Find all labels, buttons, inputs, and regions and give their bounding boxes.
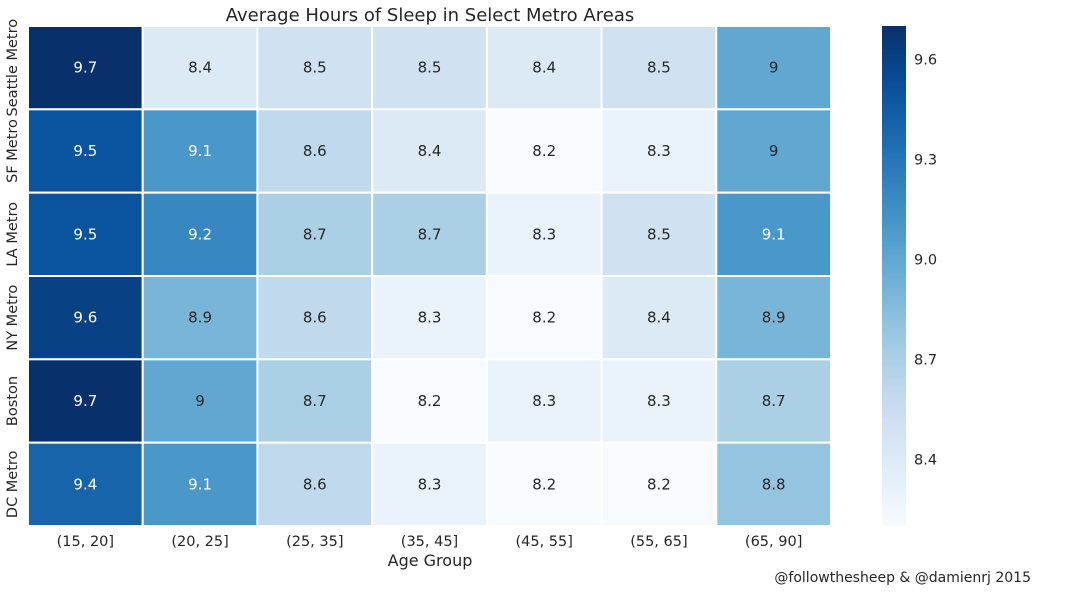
cell-value-label: 8.3 <box>418 475 442 493</box>
cell-value-label: 8.2 <box>647 475 671 493</box>
cell-value-label: 8.5 <box>303 59 327 77</box>
heatmap-cells: 9.7 8.4 8.5 8.5 8.4 8.5 9 9.5 9.1 8.6 8.4 8.2 8.3 9 9.… <box>27 25 832 527</box>
cell-value-label: 8.7 <box>418 225 442 243</box>
heatmap-cell-dc-metro-3 <box>256 441 374 527</box>
colorbar <box>882 26 906 526</box>
cell-value-label: 8.3 <box>647 142 671 160</box>
heatmap-cell-sf-metro-5 <box>485 108 603 194</box>
colorbar-tick-label: 9.3 <box>914 152 937 168</box>
y-tick-label: DC Metro <box>5 450 21 518</box>
cell-value-label: 9.7 <box>73 59 97 77</box>
heatmap-cell-la-metro-7 <box>715 191 832 278</box>
heatmap-cell-boston-3 <box>256 358 374 444</box>
cell-value-label: 8.4 <box>647 309 671 327</box>
cell-value-label: 9 <box>769 59 779 77</box>
heatmap-cell-dc-metro-1 <box>27 441 144 527</box>
cell-value-label: 9.1 <box>188 142 212 160</box>
cell-value-label: 9.6 <box>73 309 97 327</box>
heatmap-cell-dc-metro-7 <box>715 441 832 527</box>
heatmap-cell-la-metro-2 <box>141 191 259 278</box>
heatmap-cell-sf-metro-1 <box>27 108 144 194</box>
cell-value-label: 8.3 <box>418 309 442 327</box>
heatmap-cell-sf-metro-7 <box>715 108 832 194</box>
cell-value-label: 8.6 <box>303 309 327 327</box>
cell-value-label: 8.7 <box>303 225 327 243</box>
cell-value-label: 8.3 <box>532 392 556 410</box>
cell-value-label: 9.1 <box>762 225 786 243</box>
heatmap-cell-ny-metro-6 <box>600 275 718 361</box>
x-tick-label: (55, 65] <box>630 534 687 550</box>
cell-value-label: 8.2 <box>418 392 442 410</box>
cell-value-label: 8.5 <box>647 225 671 243</box>
cell-value-label: 8.5 <box>418 59 442 77</box>
cell-value-label: 8.4 <box>418 142 442 160</box>
heatmap-cell-seattle-metro-2 <box>141 25 259 111</box>
heatmap-cell-dc-metro-5 <box>485 441 603 527</box>
x-tick-label: (35, 45] <box>401 534 458 550</box>
x-axis-label: Age Group <box>388 551 473 570</box>
heatmap-cell-la-metro-3 <box>256 191 374 278</box>
cell-value-label: 8.5 <box>647 59 671 77</box>
heatmap-cell-seattle-metro-3 <box>256 25 374 111</box>
y-tick-label: SF Metro <box>5 119 21 183</box>
cell-value-label: 9 <box>769 142 779 160</box>
cell-value-label: 8.7 <box>762 392 786 410</box>
x-tick-label: (45, 55] <box>515 534 572 550</box>
colorbar-ticks: 8.4 8.7 9.0 9.3 9.6 <box>914 52 937 468</box>
cell-value-label: 9.7 <box>73 392 97 410</box>
colorbar-tick-label: 9.0 <box>914 252 937 268</box>
cell-value-label: 8.2 <box>532 142 556 160</box>
colorbar-tick-label: 8.7 <box>914 352 937 368</box>
cell-value-label: 8.2 <box>532 475 556 493</box>
heatmap-cell-la-metro-6 <box>600 191 718 278</box>
x-tick-label: (65, 90] <box>745 534 802 550</box>
y-tick-label: NY Metro <box>5 285 21 351</box>
heatmap-cell-sf-metro-3 <box>256 108 374 194</box>
x-tick-label: (15, 20] <box>57 534 114 550</box>
x-tick-label: (25, 35] <box>286 534 343 550</box>
heatmap-cell-dc-metro-2 <box>141 441 259 527</box>
cell-value-label: 8.3 <box>647 392 671 410</box>
heatmap-cell-ny-metro-2 <box>141 275 259 361</box>
cell-value-label: 8.4 <box>188 59 212 77</box>
cell-value-label: 9.4 <box>73 475 97 493</box>
cell-value-label: 8.9 <box>762 309 786 327</box>
y-tick-label: Boston <box>5 376 21 426</box>
colorbar-tick-label: 9.6 <box>914 52 937 68</box>
cell-value-label: 8.8 <box>762 475 786 493</box>
cell-value-label: 8.6 <box>303 142 327 160</box>
cell-value-label: 8.6 <box>303 475 327 493</box>
cell-value-label: 8.2 <box>532 309 556 327</box>
heatmap-cell-la-metro-5 <box>485 191 603 278</box>
heatmap-cell-dc-metro-6 <box>600 441 718 527</box>
cell-value-label: 9.1 <box>188 475 212 493</box>
cell-value-label: 9.5 <box>73 142 97 160</box>
heatmap-cell-boston-1 <box>27 358 144 444</box>
credit-text: @followthesheep & @damienrj 2015 <box>774 570 1031 586</box>
cell-value-label: 9.2 <box>188 225 212 243</box>
heatmap-cell-la-metro-4 <box>371 191 488 278</box>
heatmap-cell-seattle-metro-6 <box>600 25 718 111</box>
y-tick-labels: Seattle Metro SF Metro LA Metro NY Metro Bos… <box>5 19 21 518</box>
colorbar-tick-label: 8.4 <box>914 452 937 468</box>
cell-value-label: 8.3 <box>532 225 556 243</box>
x-tick-labels: (15, 20] (20, 25] (25, 35] (35, 45] (45, 55]… <box>57 534 803 550</box>
heatmap-cell-ny-metro-7 <box>715 275 832 361</box>
heatmap-cell-ny-metro-1 <box>27 275 144 361</box>
cell-value-label: 9 <box>195 392 205 410</box>
x-tick-label: (20, 25] <box>171 534 228 550</box>
y-tick-label: Seattle Metro <box>5 19 21 117</box>
cell-value-label: 9.5 <box>73 225 97 243</box>
cell-value-label: 8.9 <box>188 309 212 327</box>
heatmap-cell-dc-metro-4 <box>371 441 488 527</box>
cell-value-label: 8.7 <box>303 392 327 410</box>
chart-title: Average Hours of Sleep in Select Metro A… <box>226 5 634 26</box>
heatmap-cell-seattle-metro-1 <box>27 25 144 111</box>
y-tick-label: LA Metro <box>5 202 21 267</box>
cell-value-label: 8.4 <box>532 59 556 77</box>
